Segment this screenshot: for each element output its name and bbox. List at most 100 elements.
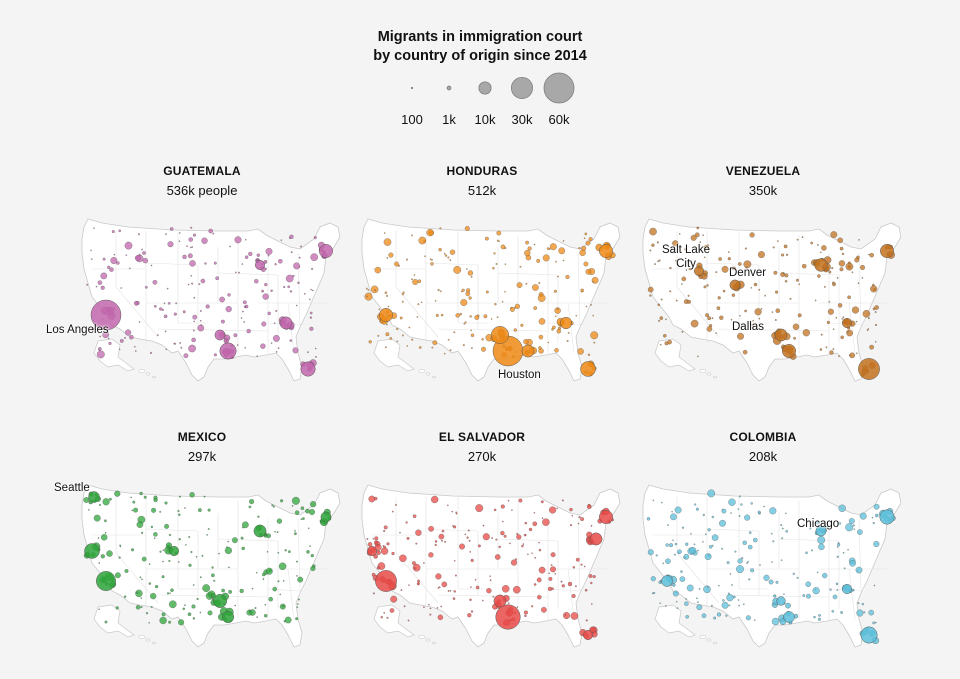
- migrant-circle: [272, 586, 277, 592]
- migrant-circle: [309, 311, 313, 315]
- legend-label-60k: 60k: [548, 112, 570, 127]
- migrant-circle: [291, 505, 294, 507]
- migrant-circle: [188, 237, 193, 242]
- migrant-circle: [493, 508, 497, 512]
- migrant-circle: [114, 490, 121, 497]
- migrant-circle: [143, 495, 147, 499]
- migrant-circle: [789, 297, 792, 300]
- migrant-circle: [196, 597, 199, 600]
- migrant-circle: [366, 538, 369, 540]
- migrant-circle: [460, 299, 468, 306]
- migrant-circle: [774, 319, 777, 321]
- migrant-circle: [711, 317, 714, 320]
- migrant-circle: [185, 544, 187, 546]
- migrant-circle: [382, 545, 384, 547]
- migrant-circle: [840, 611, 843, 614]
- migrant-circle: [428, 552, 434, 558]
- migrant-circle: [474, 578, 477, 581]
- migrant-circle: [875, 513, 879, 518]
- migrant-circle: [374, 289, 377, 292]
- migrant-circle: [849, 354, 851, 357]
- migrant-circle: [538, 318, 546, 325]
- migrant-circle: [179, 342, 182, 344]
- migrant-circle: [731, 266, 736, 271]
- migrant-circle: [868, 253, 870, 256]
- country-name: MEXICO: [177, 430, 227, 444]
- migrant-circle: [585, 268, 592, 275]
- migrant-circle: [275, 351, 278, 353]
- migrant-circle: [570, 612, 579, 620]
- migrant-circle: [514, 303, 520, 309]
- migrant-circle: [750, 287, 753, 289]
- migrant-circle: [536, 259, 541, 263]
- migrant-circle: [399, 531, 401, 534]
- migrant-circle: [690, 234, 697, 241]
- migrant-circle-sf: [367, 546, 377, 556]
- migrant-circle: [383, 611, 386, 614]
- migrant-circle: [672, 240, 679, 247]
- migrant-circle: [270, 342, 273, 344]
- migrant-circle: [199, 611, 202, 614]
- migrant-circle: [742, 603, 745, 606]
- migrant-circle: [694, 503, 697, 506]
- migrant-circle: [294, 530, 296, 532]
- migrant-circle: [150, 264, 153, 267]
- hawaii-island: [425, 372, 431, 376]
- migrant-circle: [725, 614, 728, 617]
- migrant-circle: [558, 247, 566, 255]
- migrant-circle: [744, 309, 747, 313]
- migrant-circle: [466, 268, 468, 270]
- migrant-circle: [705, 313, 710, 318]
- migrant-circle: [702, 513, 705, 517]
- migrant-circle: [861, 277, 864, 279]
- migrant-circle: [118, 229, 121, 233]
- migrant-circle: [590, 331, 599, 340]
- migrant-circle: [208, 228, 214, 234]
- migrant-circle: [432, 340, 438, 346]
- migrant-circle: [716, 306, 721, 311]
- migrant-circle: [699, 241, 701, 244]
- migrant-circle: [234, 604, 236, 607]
- migrant-circle: [374, 266, 382, 274]
- migrant-circle: [771, 561, 773, 563]
- migrant-circle: [182, 310, 186, 314]
- migrant-circle: [781, 527, 784, 530]
- migrant-circle: [737, 322, 740, 325]
- migrant-circle: [859, 265, 865, 271]
- migrant-circles: [647, 226, 895, 380]
- migrant-circle-la: [379, 308, 393, 322]
- migrant-circle: [793, 336, 796, 340]
- migrant-circle: [665, 605, 667, 607]
- migrant-circle: [93, 227, 95, 229]
- migrant-circle: [284, 616, 292, 624]
- migrant-circle: [178, 561, 180, 563]
- migrant-circle: [399, 316, 403, 320]
- migrant-circle: [843, 567, 846, 570]
- migrant-circle: [135, 350, 137, 352]
- migrant-circle: [569, 524, 573, 527]
- migrant-circle: [588, 237, 593, 242]
- migrant-circle: [658, 319, 661, 322]
- migrant-circle: [737, 332, 744, 340]
- migrant-circle: [732, 595, 736, 599]
- legend-circle: [543, 72, 575, 104]
- migrant-circle: [540, 500, 544, 504]
- migrant-circle: [874, 305, 879, 310]
- migrant-circle: [255, 571, 258, 574]
- migrant-circle: [722, 599, 725, 602]
- migrant-circle: [150, 606, 153, 608]
- migrant-circle: [538, 548, 542, 552]
- migrant-circle: [661, 501, 663, 504]
- migrant-circle: [118, 348, 121, 351]
- migrant-circle: [525, 240, 529, 245]
- migrant-circle: [667, 339, 672, 345]
- migrant-circle: [851, 306, 860, 314]
- migrant-circle: [187, 283, 190, 286]
- migrant-circle: [192, 314, 198, 320]
- hawaii-island: [138, 634, 146, 640]
- migrant-circle: [134, 345, 136, 348]
- migrant-circle: [658, 259, 661, 262]
- migrant-circle: [97, 280, 103, 285]
- migrant-circle: [783, 244, 788, 249]
- migrant-circle: [200, 278, 206, 284]
